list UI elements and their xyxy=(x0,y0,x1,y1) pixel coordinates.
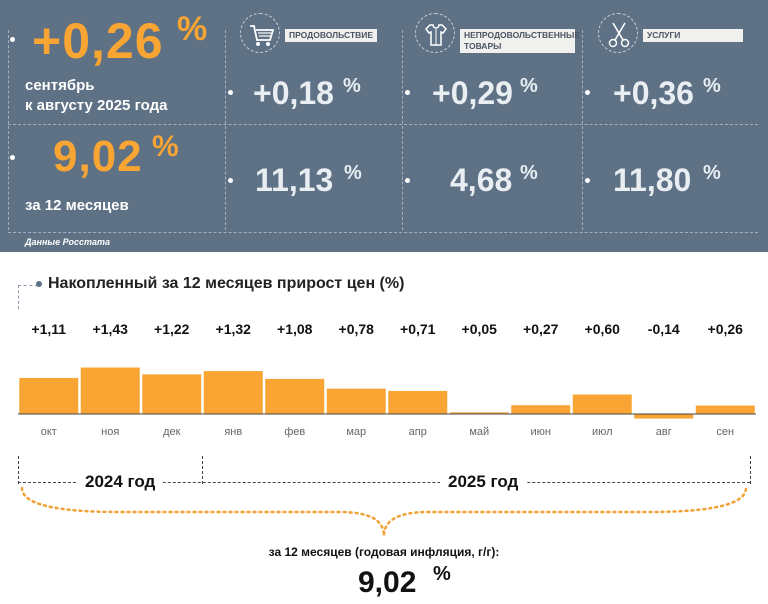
title-bracket xyxy=(18,285,38,309)
bar-июл xyxy=(572,394,632,414)
food-annual-unit: % xyxy=(344,162,362,184)
month-label: ноя xyxy=(101,426,119,438)
nonfood-monthly-unit: % xyxy=(520,75,538,97)
nonfood-annual-value: 4,68 xyxy=(450,162,513,198)
month-label: авг xyxy=(656,426,672,438)
nonfood-monthly-value: +0,29 xyxy=(432,75,513,111)
bullet-dot xyxy=(585,178,590,183)
annual-unit: % xyxy=(152,130,179,163)
annual-period-label: за 12 месяцев xyxy=(25,197,129,214)
bar-май xyxy=(449,412,509,414)
divider-vertical-3 xyxy=(582,30,583,230)
year-divider-left xyxy=(18,456,19,484)
services-annual-value: 11,80 xyxy=(613,162,692,198)
month-label: сен xyxy=(716,426,734,438)
monthly-unit: % xyxy=(177,10,208,48)
bullet-dot xyxy=(405,90,410,95)
divider-horizontal xyxy=(8,124,758,125)
clothing-icon xyxy=(415,13,455,53)
year-label-2024: 2024 год xyxy=(77,472,164,492)
divider-vertical-2 xyxy=(402,30,403,230)
scissors-icon xyxy=(598,13,638,53)
bar-value-label: +1,32 xyxy=(216,321,252,337)
annual-footer-unit: % xyxy=(433,563,451,585)
services-monthly-unit: % xyxy=(703,75,721,97)
bar-янв xyxy=(203,371,263,414)
bar-value-label: +0,71 xyxy=(400,321,436,337)
month-label: апр xyxy=(409,426,427,438)
month-label: янв xyxy=(224,426,242,438)
bullet-dot xyxy=(405,178,410,183)
year-divider-mid xyxy=(202,456,203,484)
title-bullet xyxy=(36,281,42,287)
bar-июн xyxy=(511,405,571,414)
category-tag-nonfood: НЕПРОДОВОЛЬСТВЕННЫЕ ТОВАРЫ xyxy=(460,29,580,53)
year-axis-line xyxy=(18,482,750,483)
bar-value-label: +0,05 xyxy=(462,321,498,337)
category-tag-food: ПРОДОВОЛЬСТВИЕ xyxy=(285,29,378,42)
annual-brace xyxy=(20,486,748,537)
annual-footer-label: за 12 месяцев (годовая инфляция, г/г): xyxy=(268,545,500,559)
divider-bottom xyxy=(8,232,758,233)
annual-value: 9,02 xyxy=(53,132,143,181)
chart-title: Накопленный за 12 месяцев прирост цен (%… xyxy=(48,275,405,292)
bar-value-label: +1,43 xyxy=(93,321,129,337)
bar-ноя xyxy=(80,367,140,414)
bar-сен xyxy=(695,405,755,414)
month-label: мар xyxy=(346,426,366,438)
bullet-dot xyxy=(10,155,15,160)
month-label: дек xyxy=(163,426,181,438)
bar-value-label: +0,26 xyxy=(708,321,744,337)
bullet-dot xyxy=(10,37,15,42)
summary-panel: +0,26 % сентябрь к августу 2025 года 9,0… xyxy=(0,0,768,252)
nonfood-annual-unit: % xyxy=(520,162,538,184)
monthly-value: +0,26 xyxy=(32,13,164,69)
bar-фев xyxy=(265,378,325,414)
year-label-2025: 2025 год xyxy=(440,472,527,492)
bar-апр xyxy=(388,390,448,414)
monthly-period-line2: к августу 2025 года xyxy=(25,97,168,114)
month-label: май xyxy=(469,426,489,438)
bullet-dot xyxy=(228,178,233,183)
divider-left xyxy=(8,30,9,230)
services-monthly-value: +0,36 xyxy=(613,75,694,111)
bar-value-label: +1,22 xyxy=(154,321,190,337)
bar-окт xyxy=(19,377,79,414)
bar-авг xyxy=(634,414,694,419)
bar-value-label: +0,78 xyxy=(339,321,375,337)
monthly-period-line1: сентябрь xyxy=(25,77,95,94)
food-monthly-unit: % xyxy=(343,75,361,97)
month-label: июн xyxy=(531,426,551,438)
services-annual-unit: % xyxy=(703,162,721,184)
annual-footer-value: 9,02 xyxy=(358,566,417,599)
month-label: окт xyxy=(41,426,57,438)
bar-value-label: +1,11 xyxy=(31,321,66,337)
food-annual-value: 11,13 xyxy=(255,162,334,198)
bar-value-label: +1,08 xyxy=(277,321,313,337)
month-label: июл xyxy=(592,426,613,438)
bar-chart: +1,11 окт +1,43 ноя +1,22 дек +1,32 янв +1,08 фев… xyxy=(18,321,756,438)
bullet-dot xyxy=(228,90,233,95)
year-divider-right xyxy=(750,456,751,484)
bar-дек xyxy=(142,374,202,414)
shopping-cart-icon xyxy=(240,13,280,53)
bar-мар xyxy=(326,388,386,414)
bar-value-label: -0,14 xyxy=(648,321,680,337)
bullet-dot xyxy=(585,90,590,95)
month-label: фев xyxy=(284,426,305,438)
divider-vertical-1 xyxy=(225,30,226,230)
bar-value-label: +0,60 xyxy=(585,321,621,337)
category-tag-services: УСЛУГИ xyxy=(643,29,743,42)
food-monthly-value: +0,18 xyxy=(253,75,334,111)
bar-value-label: +0,27 xyxy=(523,321,559,337)
data-source-note: Данные Росстата xyxy=(25,237,110,247)
